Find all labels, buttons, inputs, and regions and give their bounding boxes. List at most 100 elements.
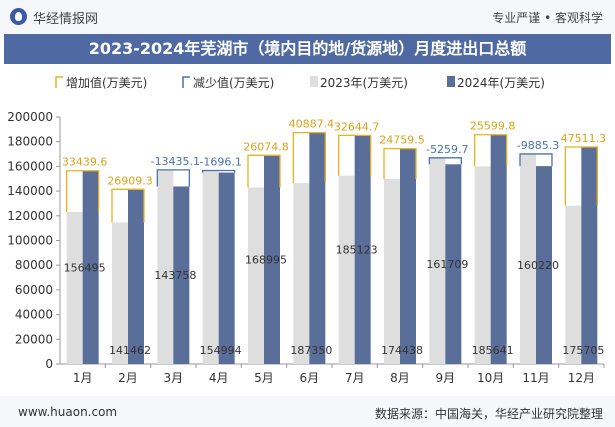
y-tick-label: 180000 [7, 135, 53, 149]
y-tick-label: 80000 [15, 258, 53, 272]
decrease-bracket [428, 157, 462, 165]
increase-bracket [564, 146, 598, 206]
bar-value-label: 185641 [472, 344, 514, 357]
x-tick-label: 6月 [300, 371, 320, 385]
bar-value-label: 185123 [336, 244, 378, 257]
x-tick-label: 4月 [209, 371, 229, 385]
difference-label: -5259.7 [426, 143, 468, 156]
increase-bracket [292, 131, 326, 184]
decrease-bracket [156, 169, 190, 187]
increase-bracket [247, 154, 281, 188]
bar-2023 [248, 187, 264, 364]
bar-2023 [157, 169, 174, 364]
brand-name: 华经情报网 [33, 12, 99, 27]
bar-2023 [520, 153, 536, 364]
y-tick-label: 100000 [7, 234, 53, 248]
huajing-logo-icon [10, 8, 27, 25]
bar-2023 [565, 205, 582, 364]
legend-2023-swatch [310, 76, 318, 87]
legend-decrease-swatch [182, 76, 190, 88]
legend-2024-swatch [447, 76, 455, 87]
bar-2024 [581, 147, 598, 364]
y-tick-label: 140000 [7, 184, 53, 198]
increase-bracket [338, 134, 372, 176]
y-tick-label: 120000 [7, 209, 53, 223]
website-link[interactable]: www.huaon.com [18, 405, 118, 419]
difference-label: 33439.6 [62, 156, 108, 169]
difference-label: -1696.1 [199, 155, 241, 168]
difference-label: 25599.8 [470, 120, 516, 133]
x-tick-label: 5月 [254, 371, 274, 385]
data-source: 数据来源：中国海关，华经产业研究院整理 [374, 407, 603, 421]
bar-2024 [309, 132, 326, 364]
bar-2024 [536, 166, 552, 364]
bar-2023 [293, 183, 310, 364]
y-tick-label: 0 [45, 357, 53, 371]
x-tick-label: 8月 [390, 371, 410, 385]
y-tick-label: 60000 [15, 283, 53, 297]
x-tick-label: 7月 [345, 371, 365, 385]
bar-2024 [354, 135, 371, 364]
x-tick-label: 2月 [118, 371, 138, 385]
bar-2023 [202, 170, 219, 364]
increase-bracket [474, 134, 508, 167]
bar-2024 [264, 155, 280, 364]
y-tick-label: 200000 [7, 110, 53, 124]
legend-2024-label: 2024年(万美元) [457, 76, 545, 90]
difference-label: -13435.1 [151, 155, 200, 168]
increase-bracket [383, 147, 417, 180]
y-tick-label: 160000 [7, 159, 53, 173]
increase-bracket [111, 188, 145, 223]
increase-bracket [66, 170, 100, 213]
difference-label: 40887.4 [289, 118, 335, 131]
bar-2023 [66, 212, 83, 364]
bar-2023 [474, 166, 491, 364]
bar-2024 [82, 170, 99, 364]
bar-value-label: 143758 [154, 269, 196, 282]
footer-bar: www.huaon.com 数据来源：中国海关，华经产业研究院整理 [0, 396, 615, 427]
bar-2023 [429, 157, 446, 364]
bar-chart: 增加值(万美元) 减少值(万美元) 2023年(万美元) 2024年(万美元) 0 200… [7, 75, 607, 385]
difference-label: 24759.5 [379, 134, 425, 147]
legend-decrease-label: 减少值(万美元) [193, 75, 274, 90]
bar-value-label: 168995 [245, 254, 287, 267]
bar-2023 [384, 179, 400, 364]
decrease-bracket [519, 153, 553, 167]
x-tick-label: 1月 [73, 371, 93, 385]
bar-2024 [173, 186, 190, 364]
x-tick-label: 10月 [477, 371, 504, 385]
bar-2024 [490, 134, 507, 364]
x-tick-label: 9月 [436, 371, 456, 385]
bar-value-label: 156495 [64, 261, 106, 274]
top-bar: 华经情报网 专业严谨 • 客观科学 [0, 0, 615, 34]
bar-value-label: 187350 [290, 344, 332, 357]
bar-value-label: 174438 [381, 344, 423, 357]
chart-title: 2023-2024年芜湖市（境内目的地/货源地）月度进出口总额 [88, 39, 527, 58]
bar-value-label: 175705 [562, 344, 604, 357]
bar-2023 [112, 222, 128, 364]
y-tick-label: 20000 [15, 332, 53, 346]
bar-value-label: 154994 [200, 344, 242, 357]
bar-2024 [218, 172, 235, 364]
difference-label: 32644.7 [334, 120, 380, 133]
decrease-bracket [202, 169, 236, 173]
difference-label: 26074.8 [243, 140, 289, 153]
bar-value-label: 141462 [109, 344, 151, 357]
difference-label: 47511.3 [561, 132, 607, 145]
slogan: 专业严谨 • 客观科学 [492, 11, 603, 25]
legend-increase-label: 增加值(万美元) [66, 75, 147, 90]
bar-value-label: 161709 [426, 258, 468, 271]
x-tick-label: 12月 [568, 371, 595, 385]
difference-label: -9885.3 [517, 139, 559, 152]
bar-2024 [445, 164, 462, 364]
bar-value-label: 160220 [517, 259, 559, 272]
legend-2023-label: 2023年(万美元) [320, 76, 408, 90]
x-tick-label: 3月 [164, 371, 184, 385]
difference-label: 26909.3 [107, 174, 153, 187]
bar-2023 [338, 175, 355, 364]
legend-increase-swatch [55, 76, 63, 88]
x-tick-label: 11月 [522, 371, 549, 385]
bar-2024 [128, 189, 144, 364]
y-tick-label: 40000 [15, 308, 53, 322]
